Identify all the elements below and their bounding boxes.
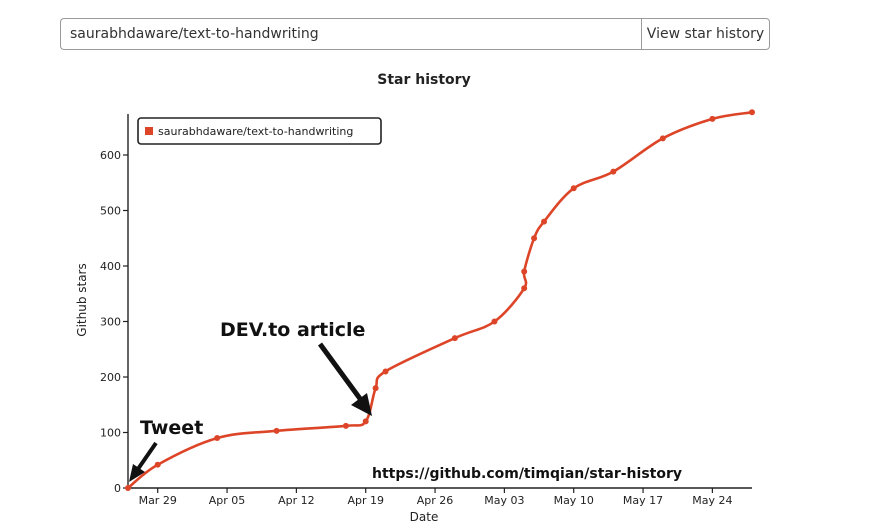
y-tick-label: 100 xyxy=(100,427,121,440)
x-tick-group: Mar 29 Apr 05 Apr 12 Apr 19 Apr 26 May 03 May … xyxy=(139,488,733,507)
data-point xyxy=(709,115,716,122)
annotation-tweet: Tweet xyxy=(140,417,203,439)
data-point xyxy=(154,461,161,468)
data-point xyxy=(382,368,389,375)
data-point xyxy=(491,318,498,325)
y-tick-label: 200 xyxy=(100,371,121,384)
data-point xyxy=(214,435,221,442)
data-point xyxy=(521,285,528,292)
y-tick-label: 400 xyxy=(100,260,121,273)
search-bar: View star history xyxy=(60,18,770,50)
tweet-arrow-shaft xyxy=(136,441,158,471)
x-tick-label: May 10 xyxy=(554,494,594,507)
x-tick-label: Mar 29 xyxy=(139,494,177,507)
x-tick-label: May 24 xyxy=(692,494,732,507)
tweet-annotation: Tweet xyxy=(129,417,203,482)
chart-title: Star history xyxy=(377,72,470,88)
annotation-devto: DEV.to article xyxy=(220,319,365,341)
x-axis-label: Date xyxy=(410,510,439,524)
data-point xyxy=(749,109,755,116)
x-tick-label: Apr 19 xyxy=(347,494,384,507)
devto-arrow-shaft xyxy=(317,342,364,402)
data-point xyxy=(342,422,349,429)
watermark-url: https://github.com/timqian/star-history xyxy=(372,466,682,482)
data-point xyxy=(372,385,379,392)
y-tick-label: 0 xyxy=(114,482,121,495)
legend-label: saurabhdaware/text-to-handwriting xyxy=(158,125,353,138)
data-point xyxy=(362,418,369,425)
data-point xyxy=(521,268,528,275)
y-tick-group: 0 100 200 300 400 500 600 xyxy=(100,149,128,495)
data-point xyxy=(531,235,538,242)
legend: saurabhdaware/text-to-handwriting xyxy=(137,117,382,145)
data-point xyxy=(273,427,280,434)
x-tick-label: Apr 05 xyxy=(209,494,246,507)
x-tick-label: May 03 xyxy=(484,494,524,507)
view-star-history-button[interactable]: View star history xyxy=(641,18,770,50)
y-tick-label: 600 xyxy=(100,149,121,162)
data-point xyxy=(570,185,577,192)
series-line xyxy=(126,111,754,490)
data-point xyxy=(541,218,547,225)
y-tick-label: 500 xyxy=(100,205,121,218)
x-tick-label: May 17 xyxy=(623,494,663,507)
chart-axes xyxy=(127,114,752,489)
data-point xyxy=(451,335,458,342)
devto-annotation: DEV.to article xyxy=(220,319,372,416)
legend-swatch xyxy=(145,127,153,135)
data-point xyxy=(610,168,617,175)
x-tick-label: Apr 26 xyxy=(417,494,454,507)
legend-box xyxy=(137,117,382,145)
series-layer xyxy=(125,109,755,491)
y-axis-label: Github stars xyxy=(75,263,89,336)
data-point xyxy=(125,485,131,491)
data-point xyxy=(659,135,666,142)
repo-input[interactable] xyxy=(60,18,641,50)
x-tick-label: Apr 12 xyxy=(278,494,315,507)
devto-arrow-head xyxy=(351,393,372,416)
y-tick-label: 300 xyxy=(100,316,121,329)
tweet-arrow-head xyxy=(129,464,145,482)
